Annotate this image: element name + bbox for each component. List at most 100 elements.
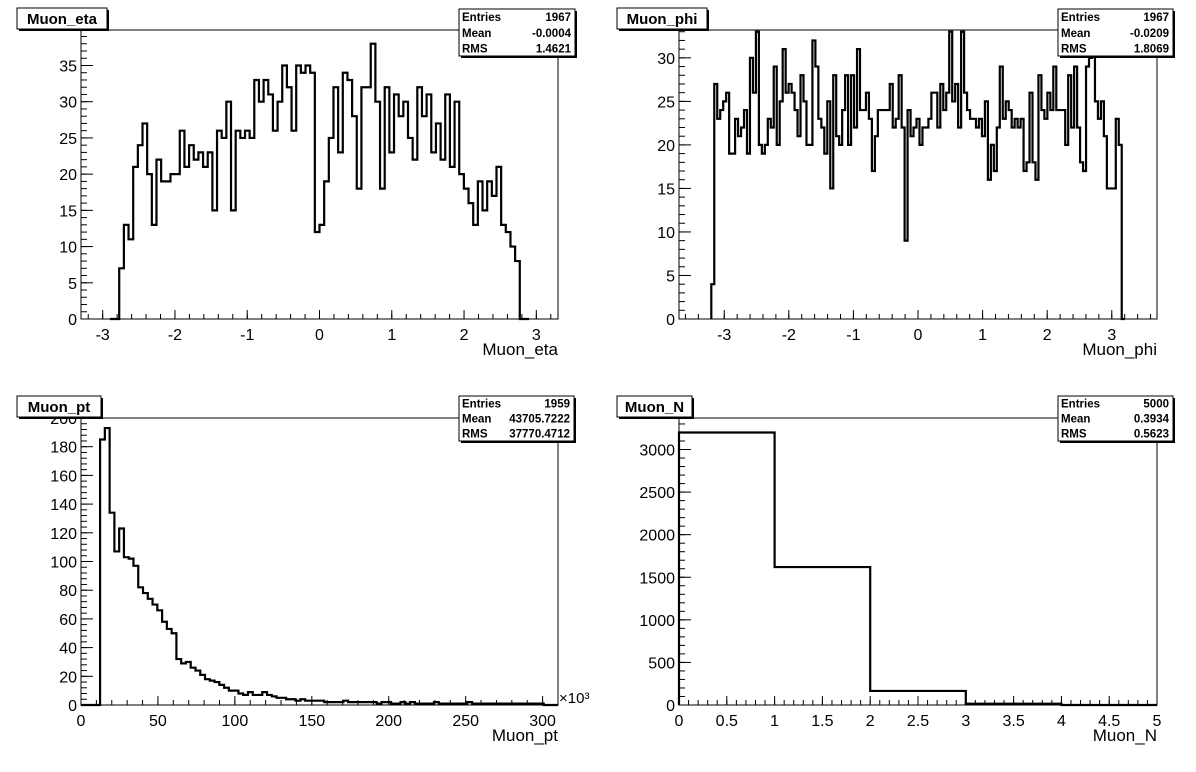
histogram-bin: [872, 171, 875, 319]
histogram-bin: [257, 695, 262, 705]
histogram-bin: [166, 181, 171, 319]
histogram-bin: [157, 610, 162, 705]
x-tick-label: 5: [1153, 713, 1162, 730]
histogram-bin: [459, 174, 464, 319]
histogram-bin: [982, 136, 985, 319]
histogram-bin: [753, 93, 756, 319]
y-tick-label: 160: [50, 468, 77, 485]
stats-value-entries: 1967: [1143, 12, 1169, 24]
histogram-bin: [243, 695, 248, 705]
histogram-bin: [795, 110, 798, 319]
histogram-bin: [896, 119, 899, 319]
histogram-bin: [282, 65, 287, 319]
histogram-bin: [431, 152, 436, 319]
x-tick-label: 250: [452, 713, 479, 730]
stats-label-entries: Entries: [1061, 399, 1100, 411]
histogram-bin: [320, 225, 325, 319]
histogram-bin: [946, 93, 949, 319]
panel-muon-eta: -3 -2 -1 0 1 2 305101520253035Muon_etaMuon_eta…: [16, 7, 577, 359]
histogram-bin: [253, 695, 258, 705]
histogram-bin: [175, 174, 180, 319]
x-tick-label: -2: [782, 327, 796, 344]
y-tick-label: 0: [666, 312, 675, 329]
histogram-bin: [1012, 127, 1015, 319]
plot-title: Muon_phi: [627, 11, 698, 28]
title-box: [616, 7, 708, 30]
histogram-bin: [1056, 110, 1059, 319]
y-tick-label: 100: [50, 555, 77, 572]
histogram-bin: [124, 557, 129, 705]
histogram-bin: [240, 138, 245, 319]
stats-value-rms: 0.5623: [1134, 429, 1169, 441]
histogram-bin: [161, 181, 166, 319]
histogram-bin: [723, 101, 726, 319]
histogram-bin: [148, 599, 153, 705]
x-tick-label: 3: [961, 713, 970, 730]
histogram-bin: [170, 174, 175, 319]
histogram-bin: [958, 127, 961, 319]
histogram-bin: [765, 145, 768, 319]
histogram-bin: [943, 110, 946, 319]
histogram-bin: [152, 225, 157, 319]
histogram-bin: [809, 145, 812, 319]
histogram-bin: [964, 93, 967, 319]
stats-label-rms: RMS: [1061, 429, 1087, 441]
y-tick-label: 140: [50, 497, 77, 514]
histogram-bin: [919, 145, 922, 319]
histogram-bin: [153, 605, 158, 705]
histogram-bin: [138, 587, 143, 705]
histogram-bin: [306, 65, 311, 319]
histogram-bin: [1059, 110, 1062, 319]
x-tick-label: 1: [978, 327, 987, 344]
x-tick-label: 1.5: [811, 713, 833, 730]
y-tick-label: 5: [68, 276, 77, 293]
histogram-bin: [1018, 127, 1021, 319]
histogram-bin: [917, 119, 920, 319]
y-tick-label: 15: [59, 203, 77, 220]
histogram-bin: [399, 116, 404, 319]
histogram-bin: [229, 691, 234, 705]
histogram-bin: [1006, 101, 1009, 319]
histogram-bin: [839, 145, 842, 319]
histogram-bin: [759, 145, 762, 319]
x-tick-label: -2: [168, 327, 182, 344]
histogram-bin: [129, 239, 134, 319]
y-tick-label: 500: [648, 655, 675, 672]
histogram-bin: [717, 119, 720, 319]
histogram-bin: [198, 152, 203, 319]
histogram-bin: [1033, 162, 1036, 319]
x-tick-label: 200: [375, 713, 402, 730]
histogram-bin: [824, 154, 827, 319]
y-tick-label: 30: [59, 95, 77, 112]
histogram-bin: [1041, 110, 1044, 319]
plot-title: Muon_N: [625, 399, 684, 416]
histogram-bin: [738, 136, 741, 319]
histogram-bin: [1015, 119, 1018, 319]
histogram-bin: [357, 189, 362, 319]
stats-label-entries: Entries: [462, 12, 501, 24]
histogram-bin: [138, 145, 143, 319]
x-axis-title: Muon_phi: [1082, 340, 1157, 359]
histogram-bin: [301, 73, 306, 319]
x-tick-label: -1: [846, 327, 860, 344]
histogram-bin: [181, 663, 186, 705]
y-tick-label: 120: [50, 526, 77, 543]
histogram-bin: [450, 167, 455, 319]
histogram-bin: [167, 629, 172, 705]
histogram-bin: [863, 110, 866, 319]
histogram-bin: [887, 110, 890, 319]
histogram-bin: [789, 84, 792, 319]
stats-label-rms: RMS: [462, 429, 488, 441]
histogram-bin: [976, 127, 979, 319]
histogram-bin: [473, 225, 478, 319]
histogram-bin: [1110, 188, 1113, 319]
histogram-bin: [203, 167, 208, 319]
histogram-bin: [1113, 188, 1116, 319]
stats-label-mean: Mean: [1061, 28, 1090, 40]
histogram-bin: [1024, 171, 1027, 319]
histogram-bin: [1080, 162, 1083, 319]
x-tick-label: 300: [529, 713, 556, 730]
histogram-bin: [768, 119, 771, 319]
histogram-bin: [212, 210, 217, 319]
histogram-bin: [973, 119, 976, 319]
